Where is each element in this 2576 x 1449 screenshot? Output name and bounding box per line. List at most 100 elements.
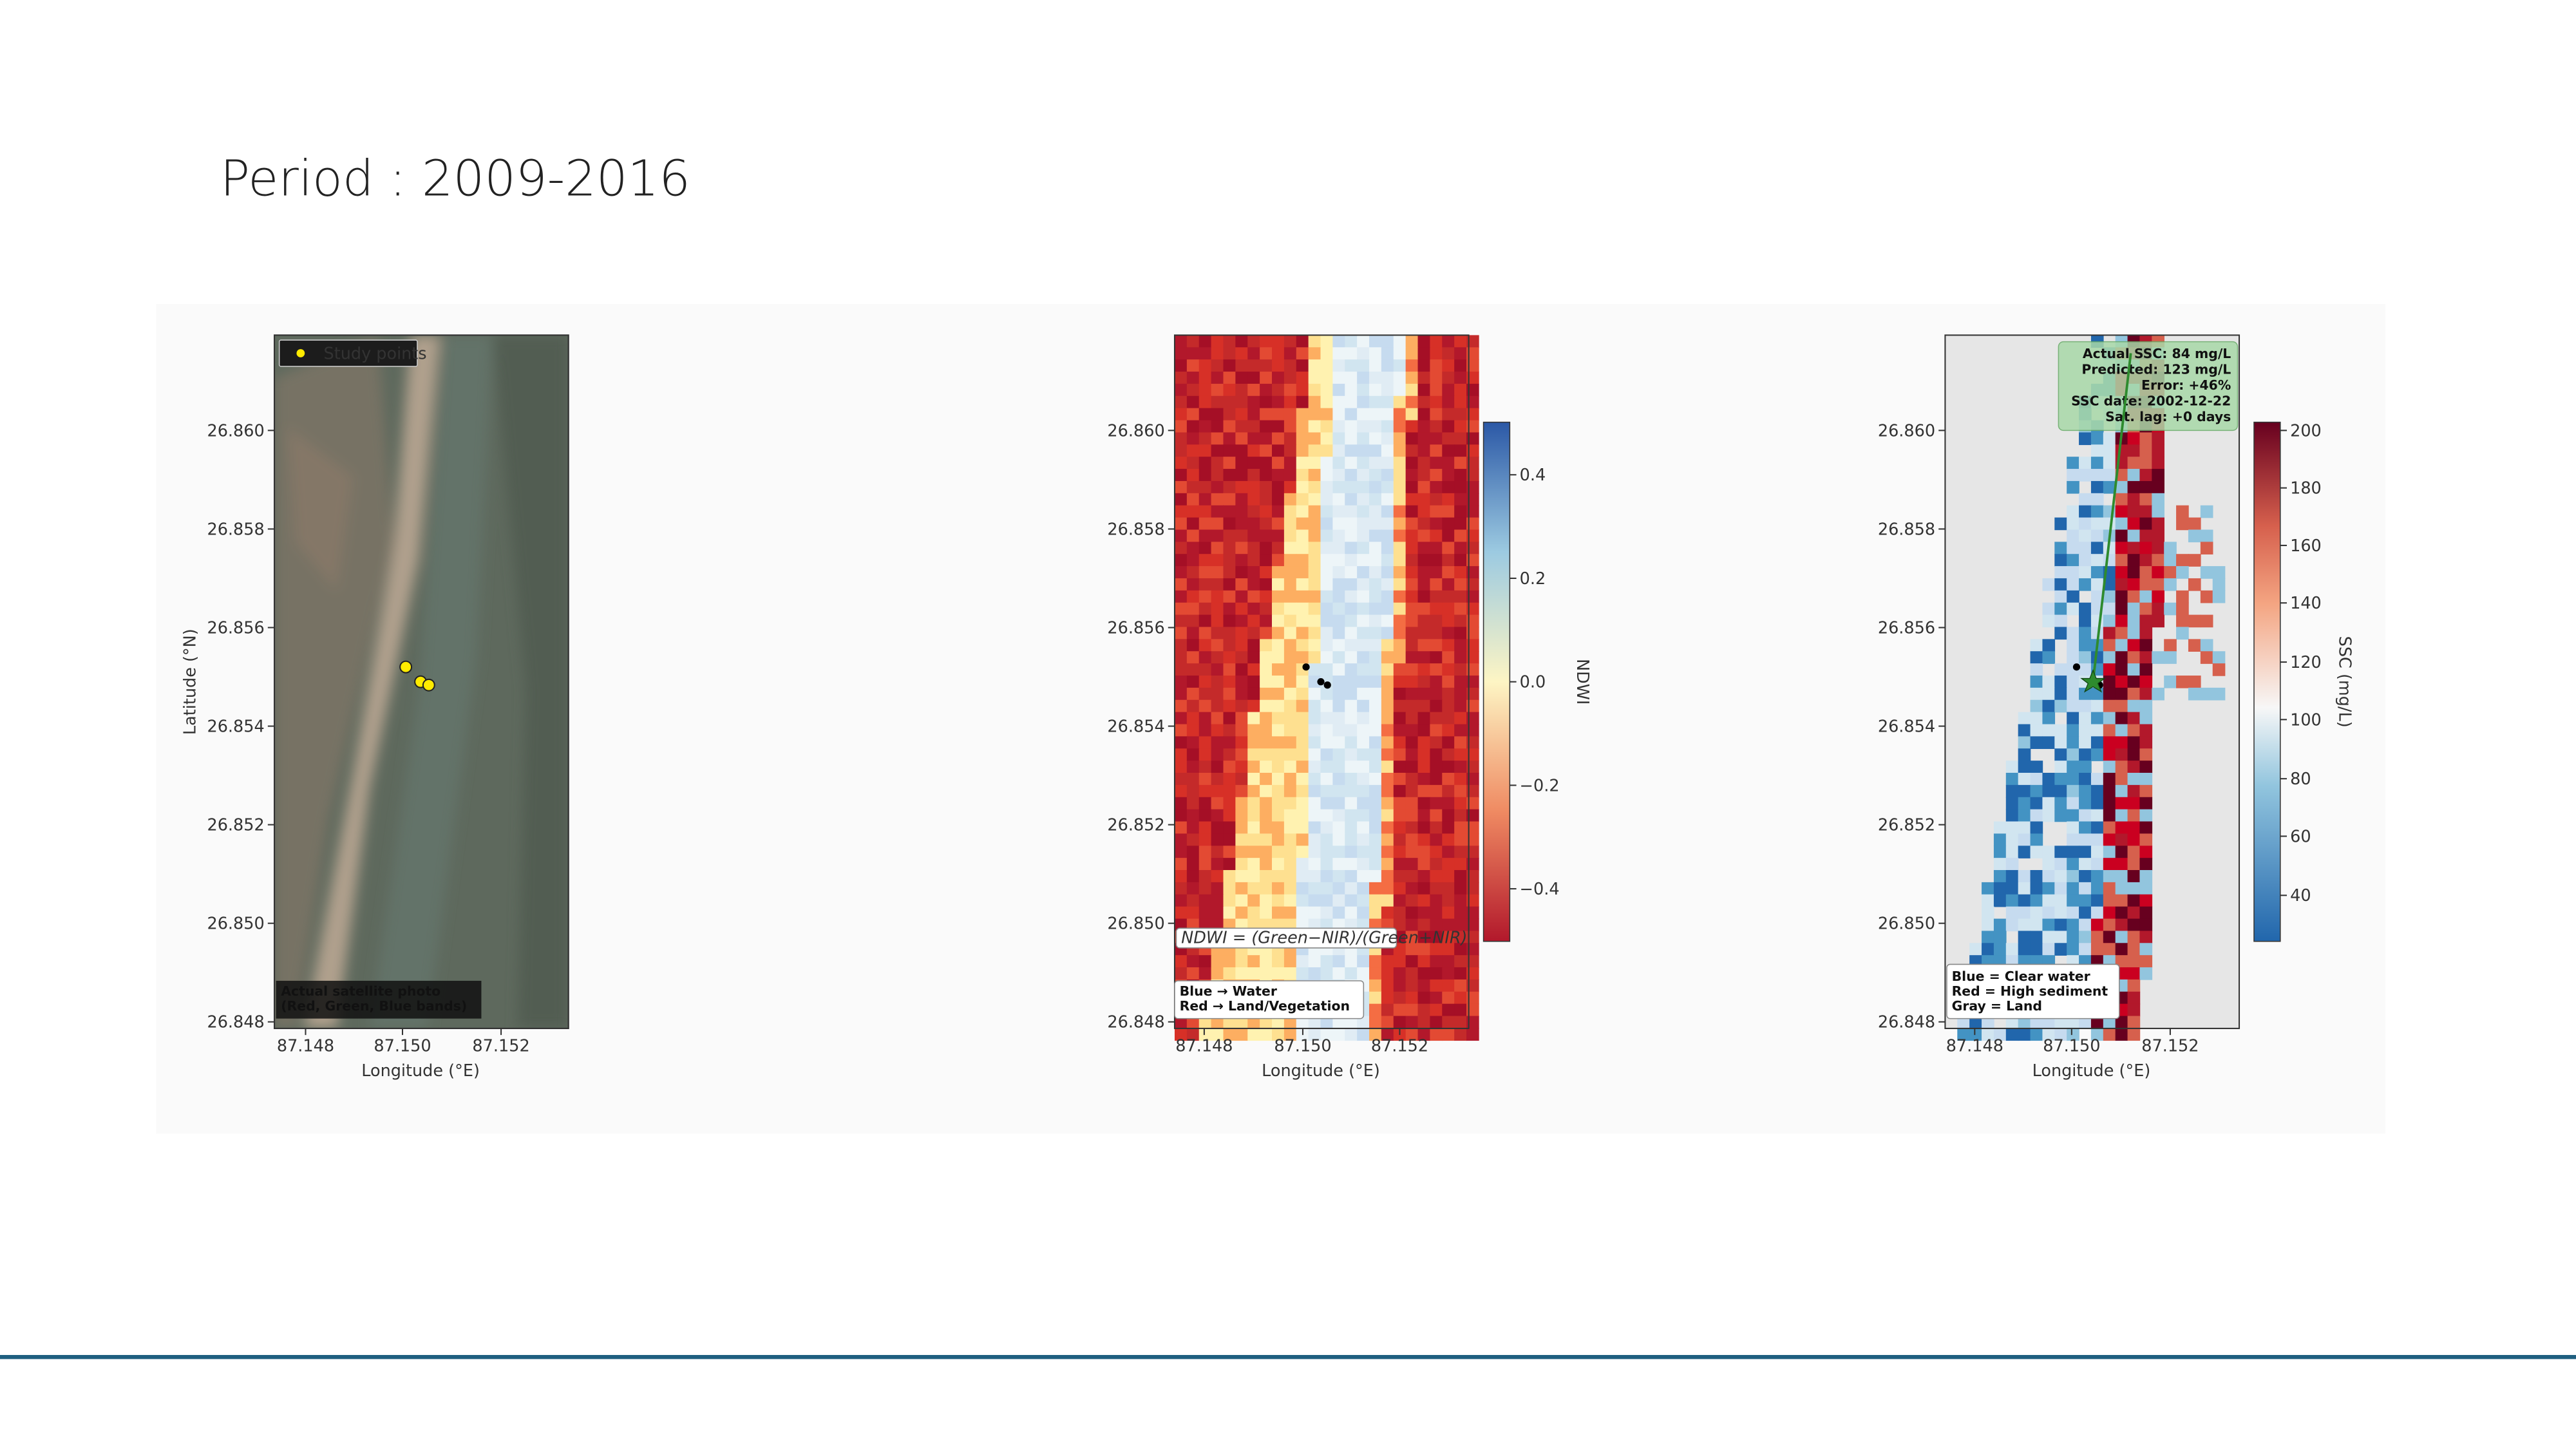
heat-cell: [1320, 627, 1334, 640]
heat-cell: [1442, 590, 1455, 603]
heat-cell: [1454, 894, 1467, 907]
heat-cell: [2115, 833, 2128, 847]
heat-cell: [1174, 712, 1188, 725]
heat-cell: [1405, 724, 1419, 737]
heat-cell: [1442, 566, 1455, 579]
heat-cell: [2115, 493, 2128, 506]
heat-cell: [2212, 578, 2226, 591]
heat-cell: [1369, 517, 1382, 531]
heat-cell: [1308, 639, 1321, 652]
heat-cell: [1260, 554, 1273, 567]
heat-cell: [1211, 761, 1224, 773]
heat-cell: [1260, 614, 1273, 628]
heat-cell: [2115, 469, 2128, 482]
heat-cell: [1405, 578, 1419, 591]
heat-cell: [1405, 809, 1419, 822]
heat-cell: [2042, 918, 2056, 932]
heat-cell: [1345, 870, 1358, 883]
heat-cell: [1198, 1028, 1212, 1041]
heat-cell: [2042, 870, 2056, 883]
heat-cell: [1235, 457, 1249, 469]
heat-cell: [1332, 578, 1346, 591]
heat-cell: [1430, 395, 1443, 409]
heat-cell: [1442, 736, 1455, 750]
heat-cell: [2127, 967, 2141, 980]
heat-cell: [1332, 542, 1346, 554]
heat-cell: [1430, 858, 1443, 871]
heat-cell: [1466, 420, 1479, 433]
y-tick-label: 26.848: [207, 1013, 264, 1032]
heat-cell: [1296, 517, 1309, 531]
heat-cell: [2090, 699, 2104, 713]
heat-cell: [1272, 870, 1285, 883]
heat-cell: [1442, 931, 1455, 944]
heat-cell: [1283, 372, 1297, 384]
heat-cell: [1417, 590, 1431, 603]
heat-cell: [1442, 894, 1455, 907]
heat-cell: [2090, 809, 2104, 822]
heat-cell: [1332, 505, 1346, 518]
heat-cell: [2090, 566, 2104, 579]
heat-cell: [1417, 833, 1431, 847]
heat-cell: [1174, 554, 1188, 567]
heat-cell: [1308, 444, 1321, 457]
heat-cell: [1308, 663, 1321, 676]
heat-cell: [1957, 1028, 1970, 1041]
heat-cell: [1466, 457, 1479, 469]
heat-cell: [1308, 1028, 1321, 1041]
heat-cell: [1320, 663, 1334, 676]
heat-cell: [1174, 493, 1188, 506]
heat-cell: [2103, 432, 2116, 446]
heat-cell: [1393, 493, 1406, 506]
heat-cell: [1211, 335, 1224, 348]
heat-cell: [1345, 639, 1358, 652]
heat-cell: [1211, 578, 1224, 591]
heat-cell: [2042, 1028, 2056, 1041]
heat-cell: [1272, 736, 1285, 750]
heat-cell: [1272, 748, 1285, 761]
heat-cell: [1417, 542, 1431, 554]
heat-cell: [2103, 906, 2116, 920]
heat-cell: [1381, 833, 1394, 847]
heat-cell: [1247, 639, 1260, 652]
heat-cell: [2042, 639, 2056, 652]
heat-cell: [1186, 955, 1200, 968]
heat-cell: [2103, 773, 2116, 786]
heat-cell: [1357, 335, 1370, 348]
heat-cell: [1260, 420, 1273, 433]
heat-cell: [1247, 809, 1260, 822]
heat-cell: [1320, 395, 1334, 409]
heat-cell: [1283, 529, 1297, 543]
heat-cell: [1174, 383, 1188, 397]
heat-cell: [1369, 335, 1382, 348]
heat-cell: [1466, 809, 1479, 822]
heat-cell: [2127, 784, 2141, 798]
info-text: Sat. lag: +0 days: [2105, 409, 2231, 424]
heat-cell: [2067, 918, 2079, 932]
heat-cell: [2067, 687, 2079, 701]
heat-cell: [1211, 882, 1224, 895]
heat-cell: [1417, 870, 1431, 883]
heat-cell: [2067, 505, 2079, 518]
heat-cell: [2152, 493, 2164, 506]
heat-cell: [1345, 359, 1358, 372]
heat-cell: [2103, 894, 2116, 907]
heat-cell: [1381, 517, 1394, 531]
heat-cell: [1260, 955, 1273, 968]
heat-cell: [1369, 444, 1382, 457]
heat-cell: [1442, 979, 1455, 992]
heat-cell: [1417, 469, 1431, 482]
heat-cell: [1186, 602, 1200, 616]
heat-cell: [2176, 505, 2189, 518]
colorbar-tick-label: 0.4: [1520, 466, 1546, 485]
heat-cell: [1393, 882, 1406, 895]
heat-cell: [1381, 991, 1394, 1005]
heat-cell: [2067, 1028, 2079, 1041]
heat-cell: [2127, 894, 2141, 907]
heat-cell: [1417, 554, 1431, 567]
info-text: Actual SSC: 84 mg/L: [2083, 346, 2231, 361]
heat-cell: [1466, 858, 1479, 871]
heat-cell: [1223, 858, 1236, 871]
heat-cell: [1332, 359, 1346, 372]
y-tick-label: 26.858: [1878, 520, 1935, 539]
